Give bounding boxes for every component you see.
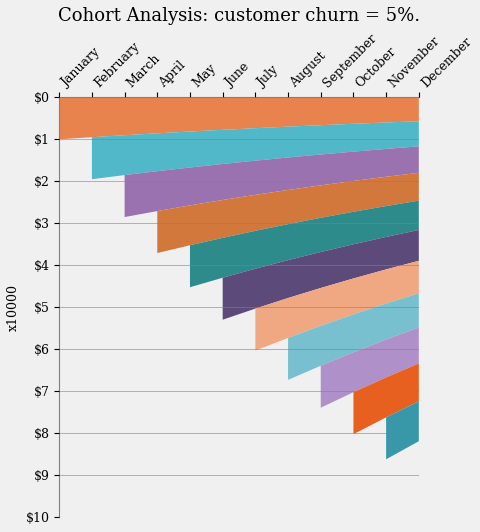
Polygon shape [92, 121, 418, 179]
Polygon shape [320, 328, 418, 408]
Polygon shape [288, 293, 418, 380]
Polygon shape [385, 401, 418, 459]
Polygon shape [157, 173, 418, 253]
Polygon shape [124, 146, 418, 217]
Polygon shape [222, 230, 418, 320]
Y-axis label: x10000: x10000 [7, 284, 20, 331]
Polygon shape [255, 261, 418, 351]
Polygon shape [353, 363, 418, 434]
Polygon shape [190, 201, 418, 287]
Polygon shape [59, 97, 418, 139]
Title: Cohort Analysis: customer churn = 5%.: Cohort Analysis: customer churn = 5%. [58, 7, 419, 25]
